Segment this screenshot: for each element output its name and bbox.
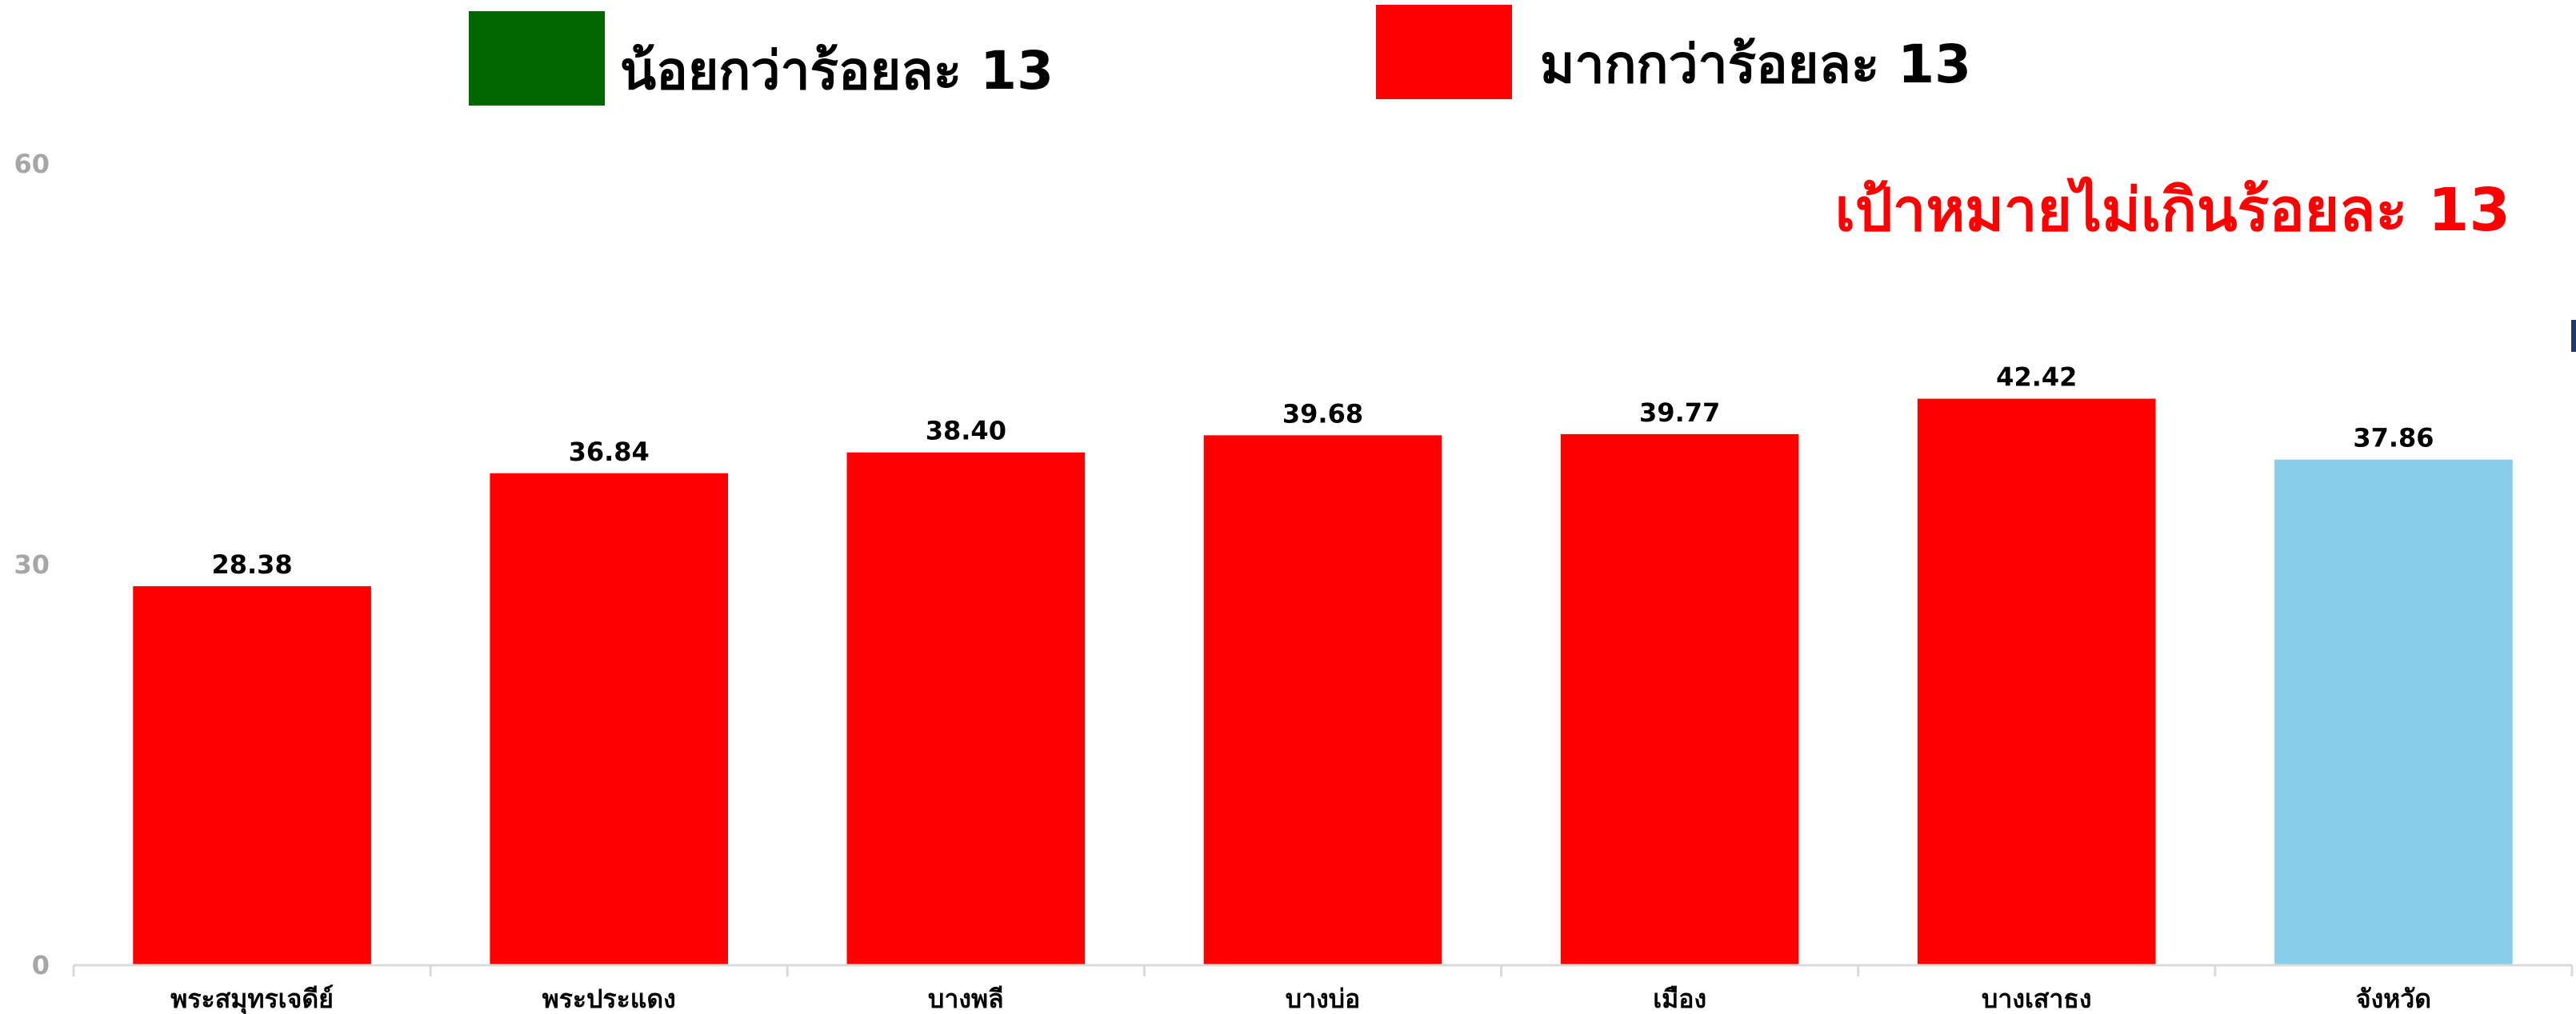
y-axis: 0 30 60 [14, 149, 50, 980]
bar [133, 586, 371, 965]
data-label: 42.42 [1996, 362, 2077, 393]
x-tick-label: บางเสาธง [1982, 984, 2092, 1014]
data-label: 28.38 [211, 549, 292, 580]
target-annotation: เป้าหมายไม่เกินร้อยละ 13 [1834, 176, 2510, 245]
x-axis: พระสมุทรเจดีย์ พระประแดง บางพลี บางบ่อ เมือง… [72, 964, 2574, 1014]
legend-swatch-below-target [469, 11, 605, 106]
bar [1203, 435, 1442, 965]
data-label: 37.86 [2353, 423, 2434, 453]
x-tick-label: จังหวัด [2356, 984, 2431, 1014]
bar [846, 452, 1086, 965]
y-tick-label: 60 [14, 149, 50, 179]
data-label: 38.40 [926, 416, 1006, 446]
bar [1560, 433, 1799, 965]
bar [1917, 398, 2156, 965]
legend-label-below-target: น้อยกว่าร้อยละ 13 [620, 40, 1054, 102]
legend-swatch-above-target [1376, 5, 1512, 99]
x-tick-label: พระสมุทรเจดีย์ [170, 984, 334, 1014]
bars [133, 398, 2513, 965]
clipped-edge-mark [2571, 320, 2576, 352]
data-label: 39.68 [1282, 398, 1363, 429]
bar [2274, 459, 2513, 965]
data-label: 39.77 [1639, 397, 1720, 428]
legend-label-above-target: มากกว่าร้อยละ 13 [1540, 34, 1972, 95]
x-tick-label: บางพลี [928, 984, 1004, 1014]
y-tick-label: 0 [32, 950, 50, 980]
x-tick-label: บางบ่อ [1286, 984, 1360, 1014]
data-label: 36.84 [569, 437, 650, 467]
x-tick-label: เมือง [1653, 984, 1706, 1014]
bar [490, 473, 729, 965]
data-labels: 28.38 36.84 38.40 39.68 39.77 42.42 37.86 [211, 362, 2434, 580]
x-tick-label: พระประแดง [542, 984, 676, 1014]
y-tick-label: 30 [14, 549, 50, 580]
